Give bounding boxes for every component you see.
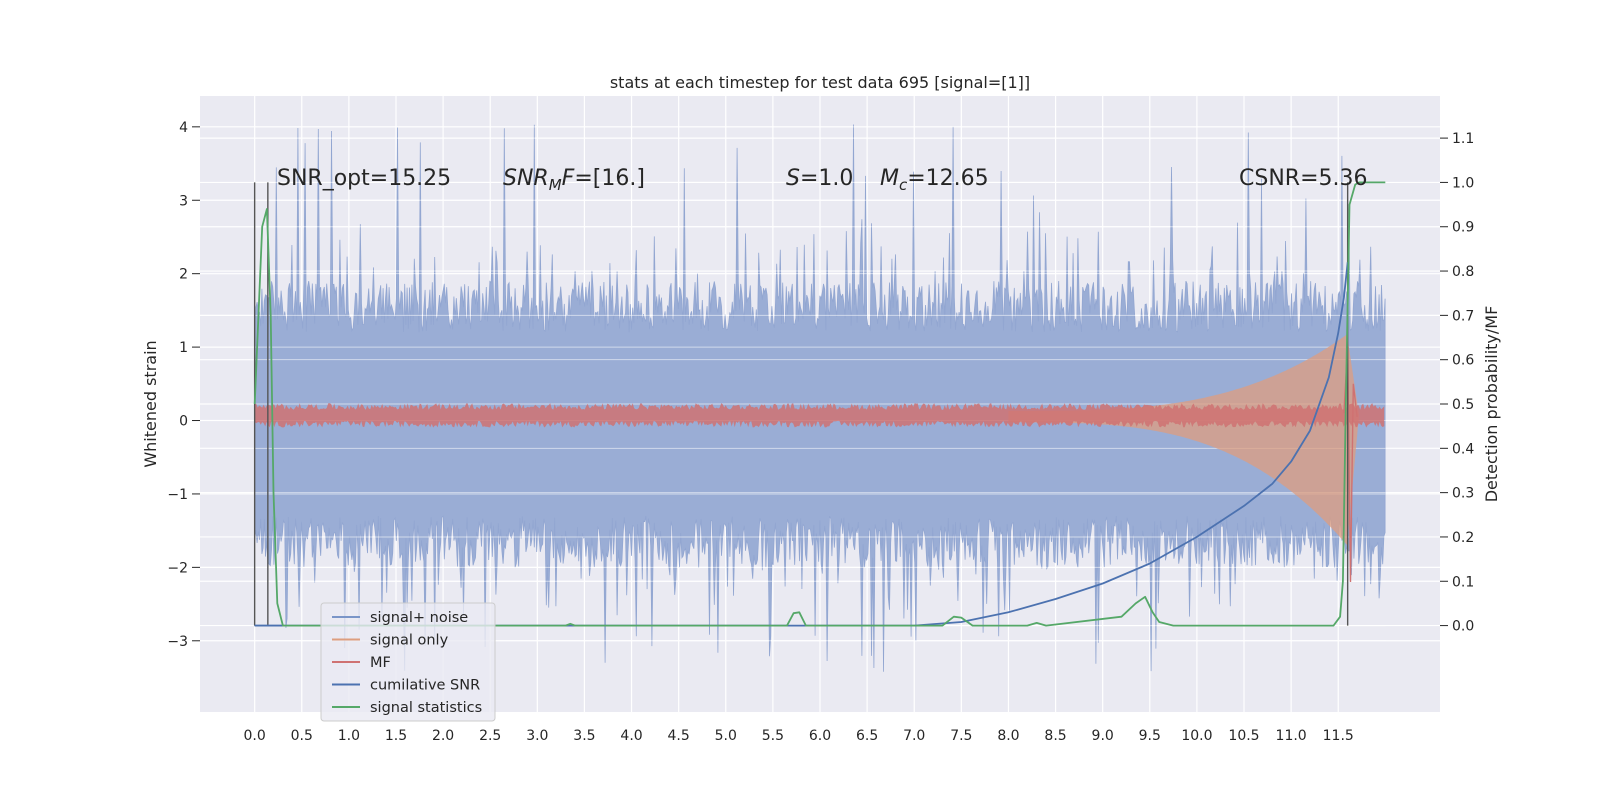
left-y-tick-label: 2 [179,267,188,283]
x-tick-label: 7.0 [903,728,925,744]
signal-only-envelope [1008,333,1359,546]
signal-only-series [1008,333,1359,546]
right-y-tick-label: 0.4 [1452,441,1474,457]
legend-label: signal+ noise [370,610,468,626]
right-y-tick-label: 0.2 [1452,530,1474,546]
left-y-axis-label: Whitened strain [141,340,160,467]
legend-label: signal only [370,633,449,649]
x-tick-label: 4.0 [620,728,642,744]
x-tick-label: 9.0 [1092,728,1114,744]
legend-box [320,602,496,722]
left-y-tick-label: −3 [167,634,188,650]
legend-label: MF [370,655,391,671]
x-tick-label: 8.0 [997,728,1019,744]
mf-band [254,403,1385,428]
annotations: SNR_opt=15.25 SNRMF=[16.] S=1.0 Mc=12.65 CSN… [277,166,1368,194]
x-tick-label: 0.5 [291,728,313,744]
chart-title: stats at each timestep for test data 695… [610,73,1030,92]
x-tick-label: 5.5 [762,728,784,744]
x-tick-label: 2.0 [432,728,454,744]
legend-label: signal statistics [370,700,482,716]
right-y-tick-label: 0.8 [1452,264,1474,280]
right-y-axis-ticks: 1.1 1.0 0.9 0.8 0.7 0.6 0.5 0.4 0.3 0.2 0.1 0.0 [1440,131,1474,635]
x-tick-label: 11.5 [1323,728,1354,744]
legend-label: cumilative SNR [370,678,480,694]
x-axis-ticks: 0.0 0.5 1.0 1.5 2.0 2.5 3.0 3.5 4.0 4.5 5.0 5.5 6.0 6… [244,728,1354,744]
signal-statistics-line [253,181,1386,627]
x-tick-label: 10.0 [1181,728,1212,744]
right-y-tick-label: 0.9 [1452,220,1474,236]
right-y-tick-label: 0.5 [1452,397,1474,413]
left-y-tick-label: 1 [179,340,188,356]
cumulative-snr-line [254,262,1349,627]
x-tick-label: 5.0 [715,728,737,744]
left-y-tick-label: 0 [179,414,188,430]
x-tick-label: 1.0 [338,728,360,744]
x-tick-label: 11.0 [1276,728,1307,744]
annotation-csnr: CSNR=5.36 [1239,166,1368,191]
left-y-tick-label: 3 [179,193,188,209]
right-y-axis-label: Detection probability/MF [1482,306,1501,503]
signal-statistics-series [253,181,1386,627]
x-tick-label: 3.5 [573,728,595,744]
left-y-tick-label: 4 [179,120,188,136]
annotation-snr-opt: SNR_opt=15.25 [277,166,451,191]
left-y-axis-ticks: 4 3 2 1 0 −1 −2 −3 [167,120,200,650]
x-tick-label: 10.5 [1228,728,1259,744]
x-tick-label: 2.5 [479,728,501,744]
right-y-tick-label: 1.1 [1452,131,1474,147]
x-tick-label: 6.0 [809,728,831,744]
right-y-tick-label: 0.1 [1452,574,1474,590]
x-tick-label: 0.0 [244,728,266,744]
x-tick-label: 8.5 [1044,728,1066,744]
right-y-tick-label: 1.0 [1452,175,1474,191]
x-tick-label: 3.0 [526,728,548,744]
annotation-snr-mf: SNRMF=[16.] [503,166,645,194]
right-y-tick-label: 0.3 [1452,486,1474,502]
x-tick-label: 9.5 [1139,728,1161,744]
signal-plus-noise-band [254,124,1386,672]
right-y-tick-label: 0.6 [1452,353,1474,369]
right-y-tick-label: 0.7 [1452,308,1474,324]
annotation-s-val: S=1.0 [786,166,853,191]
x-tick-label: 7.5 [950,728,972,744]
annotation-mc-val: Mc=12.65 [880,166,989,194]
right-y-tick-label: 0.0 [1452,619,1474,635]
x-tick-label: 1.5 [385,728,407,744]
legend: signal+ noise signal only MF cumilative SNR… [320,602,496,722]
x-tick-label: 4.5 [668,728,690,744]
x-tick-label: 6.5 [856,728,878,744]
left-y-tick-label: −2 [167,560,188,576]
left-y-tick-label: −1 [167,487,188,503]
cumulative-snr-series [254,262,1349,627]
